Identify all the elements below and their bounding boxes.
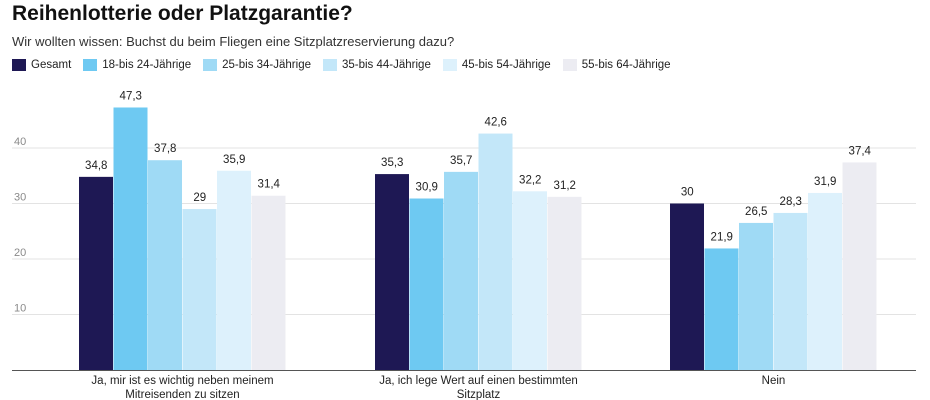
data-label: 31,4 — [258, 179, 281, 191]
legend-item-55-64: 55-bis 64-Jährige — [562, 59, 671, 71]
data-label: 32,2 — [519, 174, 541, 186]
legend-item-25-34: 25-bis 34-Jährige — [203, 59, 311, 71]
data-label: 30 — [681, 187, 694, 199]
bar — [670, 203, 704, 370]
chart-subtitle: Wir wollten wissen: Buchst du beim Flieg… — [12, 34, 455, 49]
data-label: 31,2 — [554, 180, 576, 192]
data-label: 42,6 — [485, 117, 507, 129]
legend-label: 55-bis 64-Jährige — [581, 59, 671, 71]
legend-swatch — [203, 59, 218, 71]
data-label: 21,9 — [711, 231, 733, 243]
data-label: 35,9 — [223, 154, 245, 166]
bar — [513, 191, 547, 370]
bar — [217, 170, 251, 370]
data-label: 37,4 — [849, 145, 872, 157]
data-label: 35,7 — [450, 155, 472, 167]
bar — [182, 209, 217, 370]
y-tick-label: 30 — [14, 192, 26, 204]
legend-item-45-54: 45-bis 54-Jährige — [442, 59, 551, 71]
data-label: 26,5 — [745, 206, 767, 218]
bar — [251, 195, 286, 370]
bar — [704, 248, 739, 370]
legend-swatch — [322, 59, 337, 71]
legend-swatch — [83, 59, 98, 71]
data-label: 31,9 — [814, 176, 836, 188]
data-label: 30,9 — [416, 182, 438, 194]
legend-item-gesamt: Gesamt — [12, 59, 71, 71]
chart-title: Reihenlotterie oder Platzgarantie? — [12, 2, 353, 25]
legend-label: Gesamt — [31, 59, 72, 71]
y-tick-label: 20 — [14, 247, 26, 259]
category-label: Sitzplatz — [457, 389, 501, 400]
legend-label: 18-bis 24-Jährige — [102, 59, 192, 71]
legend-swatch — [12, 59, 26, 71]
legend: Gesamt 18-bis 24-Jährige 25-bis 34-Jähri… — [12, 59, 683, 71]
data-label: 47,3 — [120, 90, 142, 102]
bar — [739, 222, 773, 370]
legend-label: 35-bis 44-Jährige — [341, 59, 431, 71]
bar — [773, 212, 808, 370]
bar — [808, 192, 842, 370]
legend-item-18-24: 18-bis 24-Jährige — [83, 59, 191, 71]
bar — [113, 107, 148, 371]
legend-swatch — [562, 59, 577, 71]
y-tick-label: 10 — [14, 303, 26, 315]
data-label: 28,3 — [780, 196, 802, 208]
bar — [842, 162, 877, 370]
legend-label: 45-bis 54-Jährige — [461, 59, 551, 71]
legend-item-35-44: 35-bis 44-Jährige — [322, 59, 431, 71]
legend-label: 25-bis 34-Jährige — [222, 59, 311, 71]
category-label: Ja, mir ist es wichtig neben meinem — [91, 375, 273, 387]
bar — [375, 174, 409, 370]
data-label: 35,3 — [381, 157, 403, 169]
category-label: Nein — [762, 375, 786, 387]
y-tick-label: 40 — [14, 136, 26, 148]
category-label: Mitreisenden zu sitzen — [125, 389, 239, 400]
data-label: 37,8 — [154, 143, 176, 155]
legend-swatch — [442, 59, 457, 71]
bar — [444, 171, 478, 370]
bar — [148, 160, 182, 370]
data-label: 34,8 — [85, 160, 107, 172]
data-label: 29 — [193, 192, 206, 204]
bar — [478, 133, 513, 370]
category-label: Ja, ich lege Wert auf einen bestimmten — [379, 375, 578, 387]
bar — [409, 198, 444, 370]
bar — [547, 196, 582, 370]
bar — [79, 176, 113, 370]
